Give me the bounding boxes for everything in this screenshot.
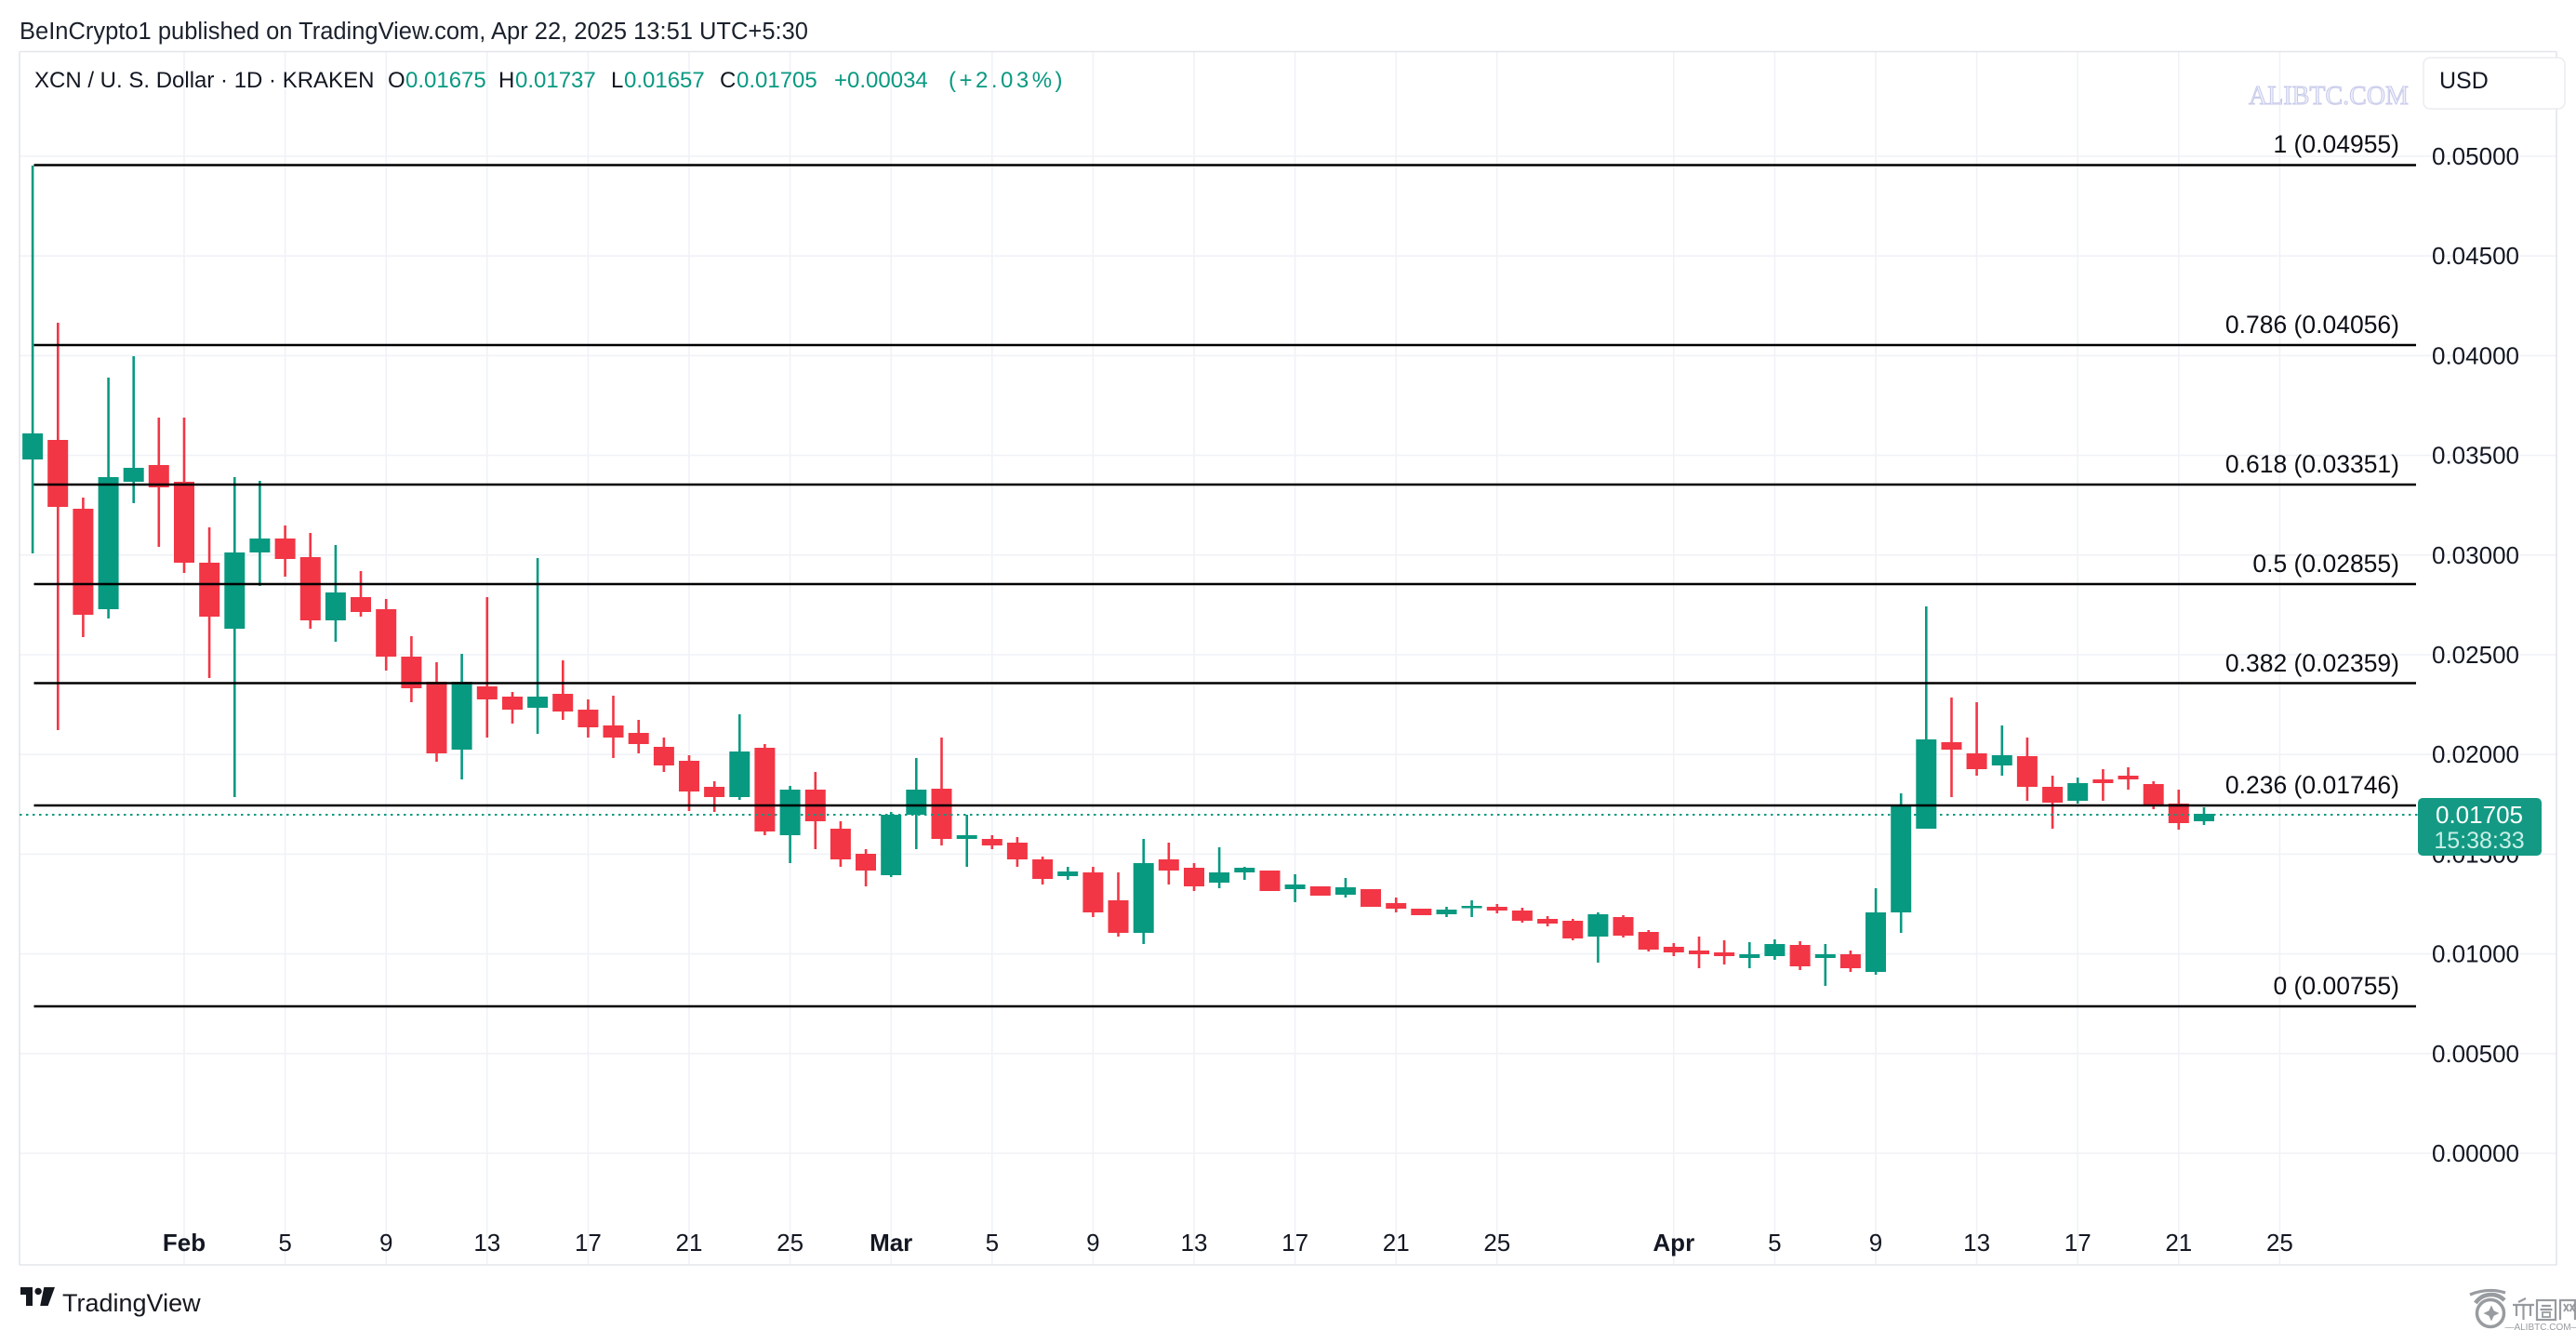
svg-text:0.786 (0.04056): 0.786 (0.04056) [2225,311,2399,339]
svg-text:0 (0.00755): 0 (0.00755) [2273,972,2399,1000]
svg-text:ALIBTC.COM: ALIBTC.COM [2249,82,2409,111]
svg-text:0.02000: 0.02000 [2432,740,2519,768]
svg-text:0.5 (0.02855): 0.5 (0.02855) [2252,550,2399,578]
svg-text:25: 25 [1483,1229,1510,1257]
svg-text:17: 17 [2065,1229,2091,1257]
svg-text:Apr: Apr [1653,1229,1694,1257]
svg-text:BeInCrypto1 published on Tradi: BeInCrypto1 published on TradingView.com… [20,19,808,45]
svg-text:0.05000: 0.05000 [2432,142,2519,170]
svg-text:XCN / U. S. Dollar · 1D · KRAK: XCN / U. S. Dollar · 1D · KRAKEN [34,68,374,93]
svg-text:13: 13 [1963,1229,1990,1257]
svg-text:21: 21 [676,1229,703,1257]
svg-text:0.01705: 0.01705 [2436,801,2523,829]
svg-text:0.03500: 0.03500 [2432,442,2519,470]
svg-text:25: 25 [777,1229,803,1257]
svg-text:21: 21 [1383,1229,1410,1257]
svg-text:17: 17 [575,1229,602,1257]
svg-text:TradingView: TradingView [62,1289,201,1317]
svg-text:13: 13 [473,1229,500,1257]
svg-text:O: O [388,68,405,93]
svg-text:0.00500: 0.00500 [2432,1040,2519,1068]
svg-text:+0.00034: +0.00034 [834,68,928,93]
svg-text:0.01000: 0.01000 [2432,940,2519,968]
svg-text:(+2.03%): (+2.03%) [949,68,1066,93]
svg-text:0.01675: 0.01675 [405,68,486,93]
svg-text:5: 5 [1768,1229,1781,1257]
svg-text:0.04000: 0.04000 [2432,341,2519,369]
svg-text:5: 5 [278,1229,291,1257]
svg-text:17: 17 [1281,1229,1308,1257]
svg-text:0.02500: 0.02500 [2432,641,2519,669]
svg-text:0.618 (0.03351): 0.618 (0.03351) [2225,450,2399,478]
svg-text:0.04500: 0.04500 [2432,242,2519,270]
svg-text:15:38:33: 15:38:33 [2434,828,2524,854]
svg-text:1 (0.04955): 1 (0.04955) [2273,130,2399,158]
svg-text:9: 9 [379,1229,392,1257]
svg-text:0.00000: 0.00000 [2432,1139,2519,1167]
svg-text:L: L [611,68,623,93]
svg-text:0.01657: 0.01657 [624,68,705,93]
svg-text:Feb: Feb [163,1229,206,1257]
svg-text:0.03000: 0.03000 [2432,541,2519,569]
svg-text:0.01737: 0.01737 [515,68,596,93]
svg-text:0.382 (0.02359): 0.382 (0.02359) [2225,649,2399,677]
svg-text:H: H [498,68,514,93]
svg-text:—ALIBTC.COM—: —ALIBTC.COM— [2504,1323,2576,1330]
svg-text:0.236 (0.01746): 0.236 (0.01746) [2225,771,2399,799]
svg-text:9: 9 [1869,1229,1882,1257]
svg-text:21: 21 [2165,1229,2192,1257]
svg-text:25: 25 [2266,1229,2293,1257]
svg-text:13: 13 [1181,1229,1208,1257]
svg-text:C: C [720,68,736,93]
svg-text:9: 9 [1086,1229,1099,1257]
svg-text:USD: USD [2439,68,2489,94]
svg-text:5: 5 [986,1229,999,1257]
svg-text:Mar: Mar [870,1229,912,1257]
svg-text:0.01705: 0.01705 [737,68,817,93]
